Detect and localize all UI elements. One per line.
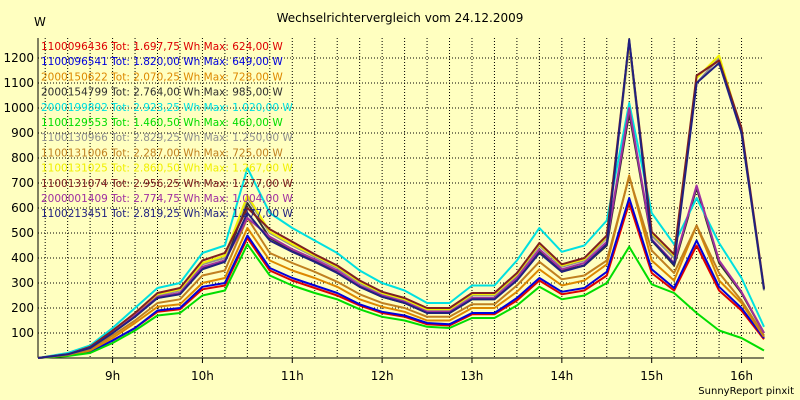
x-tick-label: 9h [105,369,120,383]
y-tick-label: 100 [11,326,34,340]
x-tick-label: 14h [550,369,573,383]
chart-title: Wechselrichtervergleich vom 24.12.2009 [276,11,524,25]
series-line-1100096541 [37,197,765,359]
y-tick-label: 1000 [3,101,34,115]
legend-entry-1100131006: 1100131006 Tot: 2.287,00 Wh Max: 725,00 … [41,147,283,159]
legend-entry-1100096436: 1100096436 Tot: 1.697,75 Wh Max: 624,00 … [41,41,283,53]
plot-area [38,38,764,358]
legend-entry-2000150622: 2000150622 Tot: 2.070,25 Wh Max: 728,00 … [41,71,283,83]
legend-entry-1100131074: 1100131074 Tot: 2.956,25 Wh Max: 1.277,0… [41,178,293,190]
x-tick-label: 10h [191,369,214,383]
y-tick-label: 200 [11,301,34,315]
y-tick-label: 400 [11,251,34,265]
legend-entry-2000154799: 2000154799 Tot: 2.764,00 Wh Max: 985,00 … [41,87,283,99]
legend-entry-1100129553: 1100129553 Tot: 1.460,50 Wh Max: 460,00 … [41,117,283,129]
y-axis-unit-label: W [34,15,46,29]
y-tick-label: 600 [11,201,34,215]
series-line-1100131006 [37,175,765,359]
x-tick-label: 12h [371,369,394,383]
y-tick-label: 1100 [3,76,34,90]
series-line-1100129553 [37,243,765,359]
x-tick-label: 11h [281,369,304,383]
series-line-2000150622 [37,174,765,359]
series-line-2000001409 [37,107,765,359]
x-tick-label: 13h [461,369,484,383]
x-tick-label: 15h [640,369,663,383]
y-tick-label: 700 [11,176,34,190]
legend-entry-2000001409: 2000001409 Tot: 2.774,75 Wh Max: 1.004,0… [41,193,293,205]
y-tick-label: 500 [11,226,34,240]
y-tick-label: 900 [11,126,34,140]
credit-label: SunnyReport pinxit [698,386,794,397]
legend-entry-1100130966: 1100130966 Tot: 2.829,25 Wh Max: 1.250,0… [41,132,293,144]
y-tick-label: 800 [11,151,34,165]
legend-entry-2000199892: 2000199892 Tot: 2.923,25 Wh Max: 1.020,0… [41,102,293,114]
legend-entry-1100096541: 1100096541 Tot: 1.820,00 Wh Max: 649,00 … [41,56,283,68]
y-tick-label: 300 [11,276,34,290]
x-tick-label: 16h [730,369,753,383]
legend-entry-1100131025: 1100131025 Tot: 2.860,50 Wh Max: 1.267,0… [41,163,293,175]
series-line-1100096436 [37,202,765,359]
y-tick-label: 1200 [3,51,34,65]
series-line-1100213451 [37,38,765,359]
legend-entry-1100213451: 1100213451 Tot: 2.819,25 Wh Max: 1.277,0… [41,208,293,220]
